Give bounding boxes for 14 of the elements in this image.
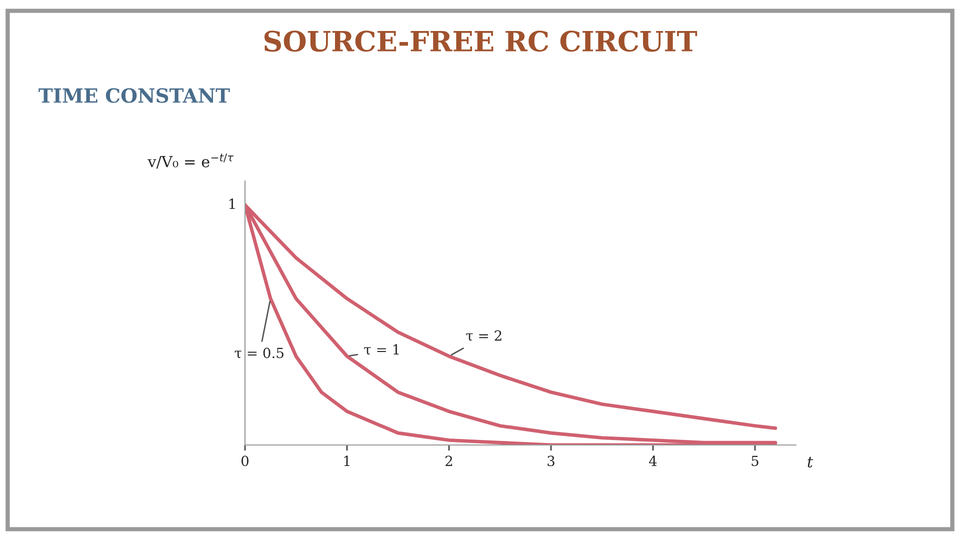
x-axis-title: t [808, 456, 814, 468]
x-tick-label: 5 [752, 456, 758, 466]
series-label: τ = 2 [466, 330, 502, 341]
x-tick-label: 4 [649, 456, 657, 466]
annotation: 1 [230, 198, 235, 209]
x-tick-label: 0 [241, 456, 248, 466]
y-axis-title: v/V₀ = e$^{−t/τ}$ [148, 154, 234, 169]
x-tick-label: 3 [548, 456, 554, 466]
series-label: τ = 0.5 [234, 348, 284, 358]
chart-title: SOURCE-FREE RC CIRCUIT [264, 30, 698, 52]
x-tick-label: 2 [446, 456, 452, 466]
chart-subtitle: TIME CONSTANT [38, 88, 230, 103]
series-label: τ = 1 [364, 344, 399, 355]
x-tick-label: 1 [344, 456, 350, 466]
